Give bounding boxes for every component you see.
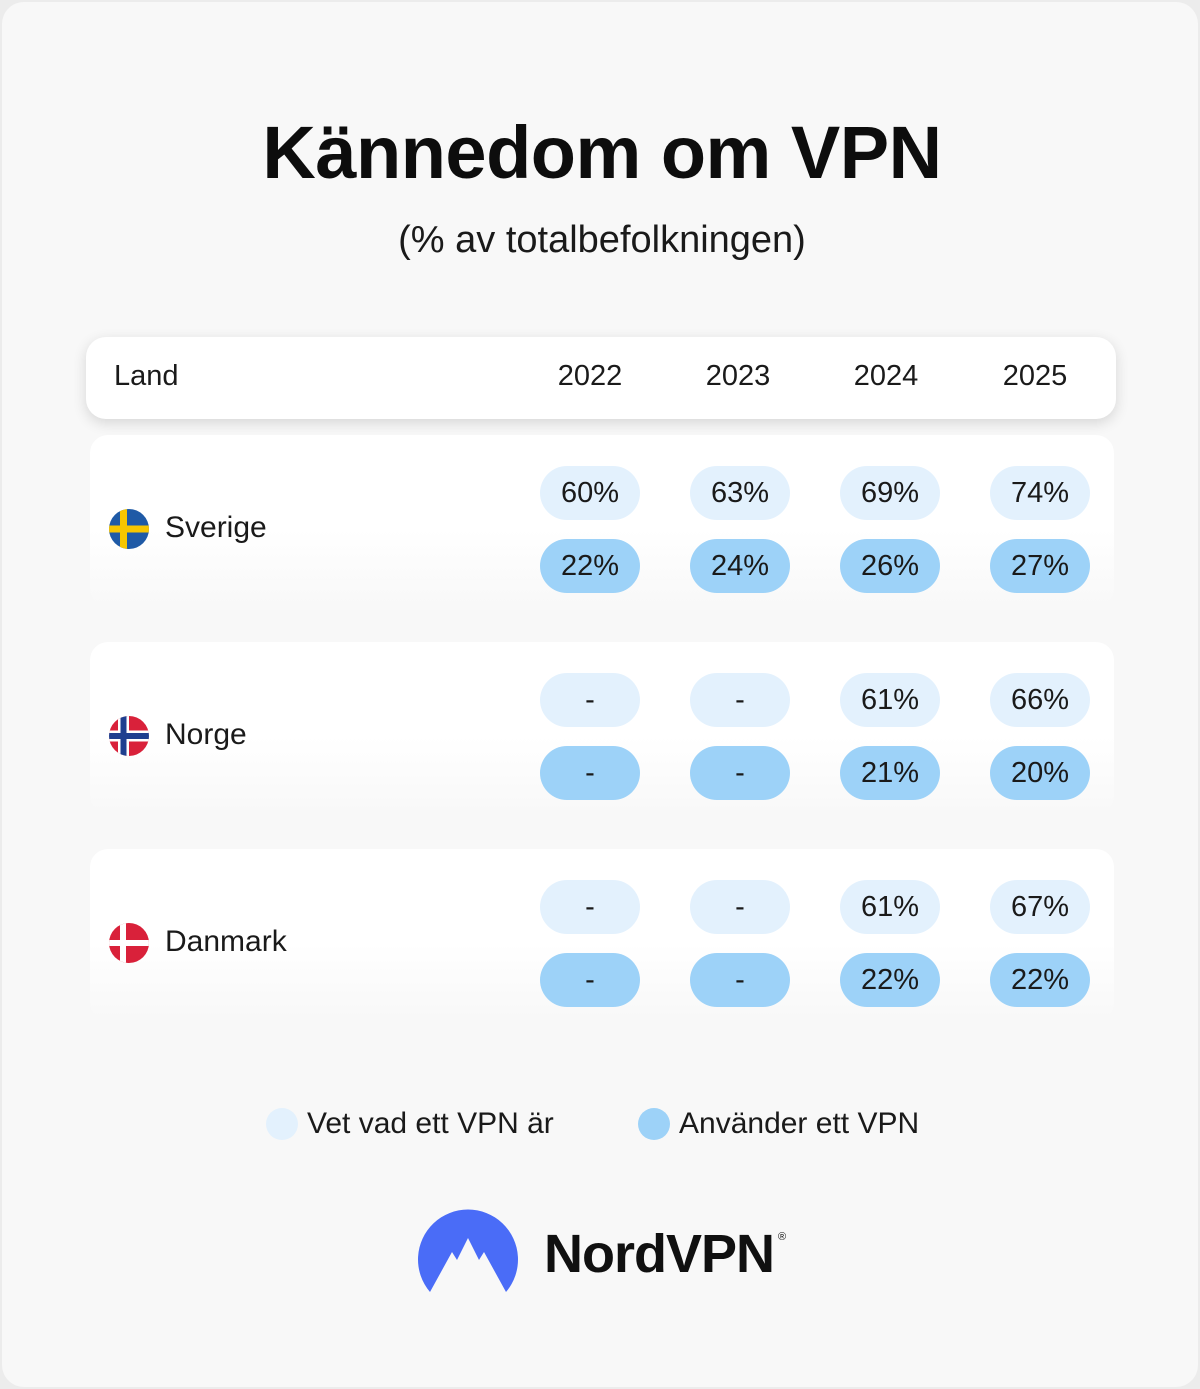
norway-flag-icon: [109, 716, 149, 756]
uses-value: -: [690, 953, 790, 1007]
legend-label-aware: Vet vad ett VPN är: [307, 1107, 554, 1140]
uses-value: 20%: [990, 746, 1090, 800]
table-row-norge: Norge - - 61% 66% - - 21% 20%: [90, 642, 1114, 814]
aware-value: 66%: [990, 673, 1090, 727]
legend-label-uses: Använder ett VPN: [679, 1107, 920, 1140]
aware-value: -: [690, 880, 790, 934]
uses-value: 26%: [840, 539, 940, 593]
aware-value: 67%: [990, 880, 1090, 934]
aware-value: 63%: [690, 466, 790, 520]
aware-value: 61%: [840, 880, 940, 934]
country-name: Danmark: [165, 925, 287, 958]
header-year-2024: 2024: [853, 360, 919, 392]
table-row-danmark: Danmark - - 61% 67% - - 22% 22%: [90, 849, 1114, 1021]
aware-value: -: [540, 880, 640, 934]
legend-swatch-aware: [266, 1108, 298, 1140]
country-name: Norge: [165, 718, 247, 751]
registered-mark: ®: [778, 1231, 787, 1243]
uses-value: -: [540, 953, 640, 1007]
nordvpn-mountain-logo-icon: [418, 1209, 518, 1292]
header-year-2025: 2025: [1002, 360, 1068, 392]
uses-value: -: [690, 746, 790, 800]
aware-value: 74%: [990, 466, 1090, 520]
table-header: Land 2022 2023 2024 2025: [86, 337, 1116, 419]
aware-value: -: [690, 673, 790, 727]
uses-value: 22%: [540, 539, 640, 593]
header-land-label: Land: [114, 360, 179, 392]
uses-value: 22%: [840, 953, 940, 1007]
header-year-2023: 2023: [705, 360, 771, 392]
chart-title: Kännedom om VPN: [262, 111, 942, 194]
country-name: Sverige: [165, 511, 267, 544]
brand-name: NordVPN: [544, 1224, 775, 1284]
sweden-flag-icon: [109, 509, 149, 549]
uses-value: 22%: [990, 953, 1090, 1007]
aware-value: 69%: [840, 466, 940, 520]
aware-value: 61%: [840, 673, 940, 727]
header-year-2022: 2022: [557, 360, 623, 392]
aware-value: 60%: [540, 466, 640, 520]
denmark-flag-icon: [109, 923, 149, 963]
uses-value: -: [540, 746, 640, 800]
uses-value: 27%: [990, 539, 1090, 593]
uses-value: 24%: [690, 539, 790, 593]
table-row-sverige: Sverige 60% 63% 69% 74% 22% 24% 26% 27%: [90, 435, 1114, 607]
chart-subtitle: (% av totalbefolkningen): [398, 219, 806, 261]
uses-value: 21%: [840, 746, 940, 800]
legend-swatch-uses: [638, 1108, 670, 1140]
aware-value: -: [540, 673, 640, 727]
